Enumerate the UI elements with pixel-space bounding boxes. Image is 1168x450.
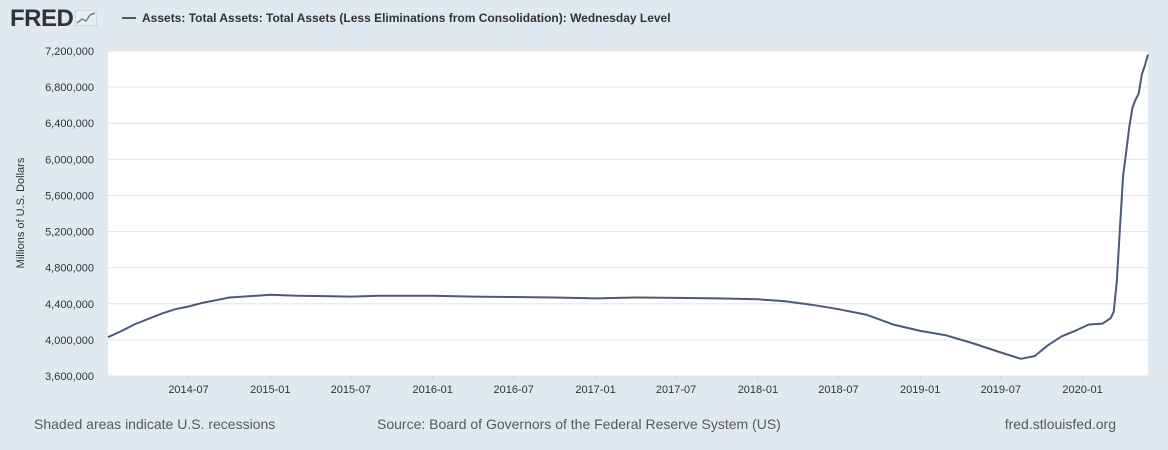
chart-footer: Shaded areas indicate U.S. recessions So… [0,416,1168,436]
y-tick-label: 6,800,000 [45,82,94,94]
y-tick-label: 4,800,000 [45,263,94,275]
line-chart: 3,600,000 4,000,000 4,400,000 4,800,000 5,20… [15,46,1149,396]
x-tick-label: 2016-01 [413,384,453,396]
y-tick-label: 3,600,000 [45,371,94,383]
y-axis-label: Millions of U.S. Dollars [15,157,27,268]
y-tick-label: 6,000,000 [45,154,94,166]
y-tick-label: 4,000,000 [45,335,94,347]
series-layer [107,54,1149,360]
x-tick-label: 2019-07 [981,384,1021,396]
y-tick-label: 5,600,000 [45,190,94,202]
x-axis-ticks: 2014-07 2015-01 2015-07 2016-01 2016-07 2017-… [168,376,1103,396]
source-note: Source: Board of Governors of the Federa… [377,416,781,432]
plot-area [108,51,1148,376]
legend-label: Assets: Total Assets: Total Assets (Less… [142,11,671,25]
logo-text: FRED [10,5,74,32]
x-tick-label: 2018-07 [818,384,858,396]
x-tick-label: 2017-07 [656,384,696,396]
y-tick-label: 5,200,000 [45,227,94,239]
y-tick-label: 4,400,000 [45,299,94,311]
fred-url-link[interactable]: fred.stlouisfed.org [1004,416,1116,432]
gridlines [108,50,1148,377]
x-tick-label: 2015-07 [331,384,371,396]
series-line [107,54,1149,360]
x-tick-label: 2016-07 [493,384,533,396]
x-tick-label: 2015-01 [250,384,290,396]
recession-note: Shaded areas indicate U.S. recessions [34,416,276,432]
chart-legend: Assets: Total Assets: Total Assets (Less… [122,11,671,25]
x-tick-label: 2019-01 [900,384,940,396]
y-axis-ticks: 3,600,000 4,000,000 4,400,000 4,800,000 5,20… [45,46,94,383]
chart-header: FRED Assets: Total Assets: Total Assets … [0,0,1168,40]
x-tick-label: 2014-07 [168,384,208,396]
x-tick-label: 2017-01 [575,384,615,396]
legend-swatch [122,17,136,19]
y-tick-label: 7,200,000 [45,46,94,58]
y-tick-label: 6,400,000 [45,118,94,130]
x-tick-label: 2020-01 [1062,384,1102,396]
x-tick-label: 2018-01 [738,384,778,396]
